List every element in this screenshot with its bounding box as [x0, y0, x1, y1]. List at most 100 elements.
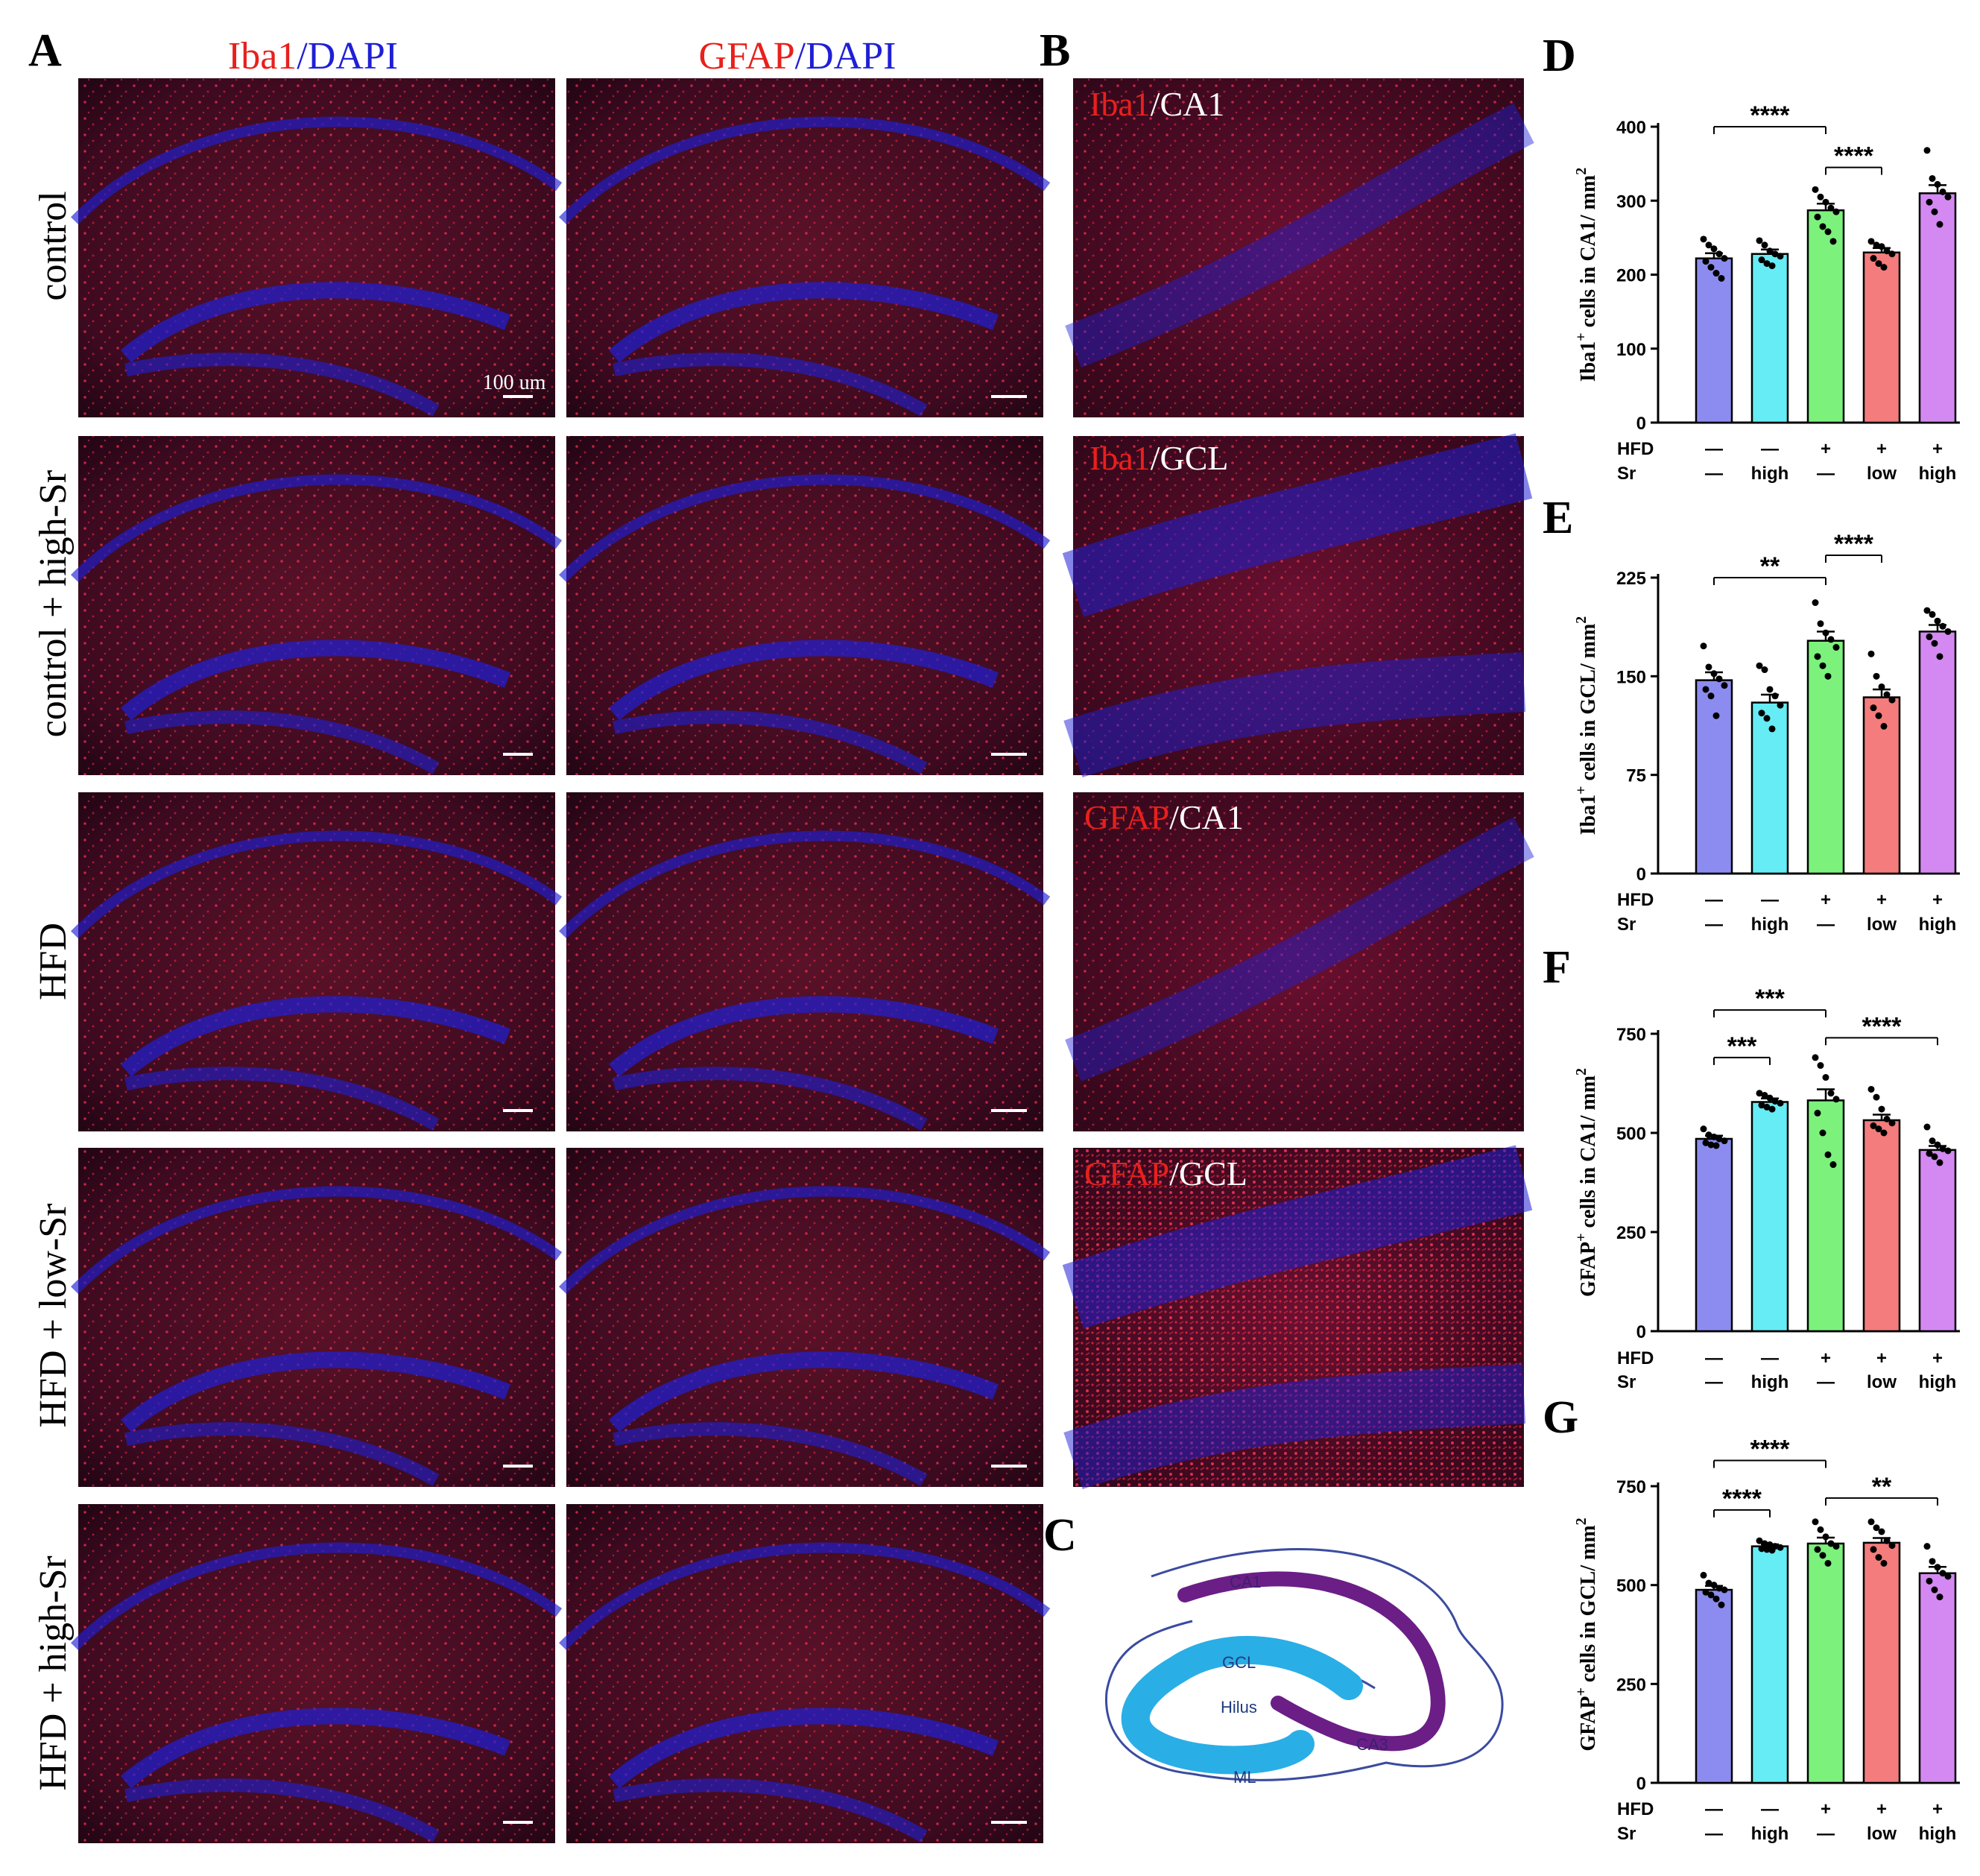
y-tick-label: 500	[1616, 1576, 1646, 1597]
hfd-condition: —	[1705, 439, 1723, 459]
sr-condition: low	[1867, 1372, 1897, 1392]
data-point	[1817, 620, 1824, 628]
data-point	[1824, 672, 1832, 680]
bar-charts: 0 100 200 300 400 Iba1+ cells in CA1/ mm2 — — — h…	[1573, 101, 1960, 1844]
chart-panel-g: 0 250 500 750 GFAP+ cells in GCL/ mm2 — — — high…	[1573, 1436, 1960, 1844]
data-point	[1822, 1533, 1829, 1541]
sr-condition: low	[1867, 1824, 1897, 1844]
data-point	[1758, 1545, 1765, 1553]
y-tick-label: 0	[1636, 865, 1646, 885]
data-point	[1824, 228, 1832, 236]
data-point	[1761, 1091, 1768, 1099]
hfd-condition: +	[1876, 1799, 1887, 1819]
data-point	[1827, 204, 1835, 212]
inset-1	[1065, 78, 1534, 417]
data-point	[1710, 670, 1718, 678]
diagram-label-ca1: CA1	[1230, 1573, 1262, 1591]
hfd-condition: +	[1876, 439, 1887, 459]
bar	[1806, 209, 1845, 424]
inset-label-iba1-ca1: Iba1/CA1	[1089, 85, 1224, 123]
data-point	[1827, 1090, 1835, 1097]
sr-condition: high	[1751, 1372, 1789, 1392]
sr-condition: —	[1817, 1372, 1835, 1392]
data-point	[1944, 193, 1952, 200]
data-point	[1814, 1109, 1821, 1117]
data-point	[1771, 250, 1779, 258]
col-header-iba1-dapi: Iba1/DAPI	[228, 35, 398, 78]
ca-band	[1177, 1571, 1446, 1752]
panel-letter-a: A	[28, 25, 62, 76]
panel-letter-g: G	[1543, 1392, 1578, 1443]
data-point	[1926, 1150, 1933, 1158]
data-point	[1832, 1096, 1840, 1103]
data-point	[1814, 653, 1821, 660]
data-point	[1939, 1570, 1946, 1577]
sig-stars: ****	[1862, 1012, 1902, 1040]
data-point	[1766, 686, 1774, 693]
data-point	[1766, 247, 1774, 255]
data-point	[1822, 198, 1829, 206]
data-point	[1875, 1125, 1882, 1133]
data-point	[1702, 1588, 1709, 1596]
panel-letter-f: F	[1543, 942, 1571, 993]
micrograph-r3-c2	[559, 792, 1051, 1131]
hfd-row-label: HFD	[1617, 890, 1654, 910]
data-point	[1926, 1577, 1933, 1585]
data-point	[1944, 1147, 1952, 1155]
sr-condition: —	[1817, 1824, 1835, 1844]
data-point	[1721, 255, 1728, 262]
data-point	[1824, 1151, 1832, 1158]
data-point	[1873, 1093, 1880, 1101]
data-point	[1707, 264, 1715, 271]
micrograph-grid	[71, 78, 1051, 1843]
data-point	[1873, 672, 1880, 680]
sr-condition: —	[1705, 1824, 1723, 1844]
data-point	[1934, 1564, 1941, 1571]
data-point	[1700, 642, 1707, 650]
data-point	[1824, 1559, 1832, 1567]
data-point	[1878, 683, 1885, 690]
hfd-condition: +	[1821, 1799, 1831, 1819]
sr-condition: high	[1751, 464, 1789, 484]
bar	[1806, 639, 1845, 875]
data-point	[1705, 241, 1712, 249]
data-point	[1756, 662, 1763, 669]
hfd-condition: +	[1932, 1348, 1943, 1368]
data-point	[1827, 1540, 1835, 1547]
hfd-condition: —	[1705, 890, 1723, 910]
data-point	[1777, 1544, 1784, 1551]
chart-panel-d: 0 100 200 300 400 Iba1+ cells in CA1/ mm2 — — — h…	[1573, 101, 1960, 484]
sig-stars: ****	[1834, 142, 1874, 171]
data-point	[1761, 1540, 1768, 1547]
data-point	[1812, 599, 1819, 607]
data-point	[1819, 1129, 1826, 1137]
hfd-condition: +	[1821, 890, 1831, 910]
bar	[1806, 1542, 1845, 1784]
sr-condition: high	[1751, 1824, 1789, 1844]
hfd-condition: —	[1705, 1348, 1723, 1368]
data-point	[1756, 1090, 1763, 1097]
data-point	[1936, 1159, 1943, 1166]
sig-stars: ****	[1834, 530, 1874, 558]
y-tick-label: 300	[1616, 192, 1646, 212]
sig-stars: **	[1872, 1473, 1892, 1501]
bar	[1750, 253, 1789, 424]
data-point	[1707, 1141, 1715, 1149]
data-point	[1929, 1558, 1936, 1565]
bar	[1862, 1119, 1901, 1333]
bar	[1695, 257, 1733, 424]
data-point	[1875, 260, 1882, 268]
data-point	[1705, 1131, 1712, 1139]
data-point	[1707, 1591, 1715, 1599]
y-tick-label: 250	[1616, 1223, 1646, 1243]
hippocampus-outline	[1104, 1548, 1504, 1781]
micrograph-r1-c2	[559, 78, 1051, 417]
sig-stars: ***	[1727, 1032, 1757, 1061]
data-point	[1870, 255, 1877, 262]
micrograph-r1-c1	[71, 78, 563, 417]
data-point	[1822, 1074, 1829, 1081]
hfd-condition: +	[1821, 439, 1831, 459]
data-point	[1867, 650, 1875, 657]
bar	[1918, 631, 1957, 875]
